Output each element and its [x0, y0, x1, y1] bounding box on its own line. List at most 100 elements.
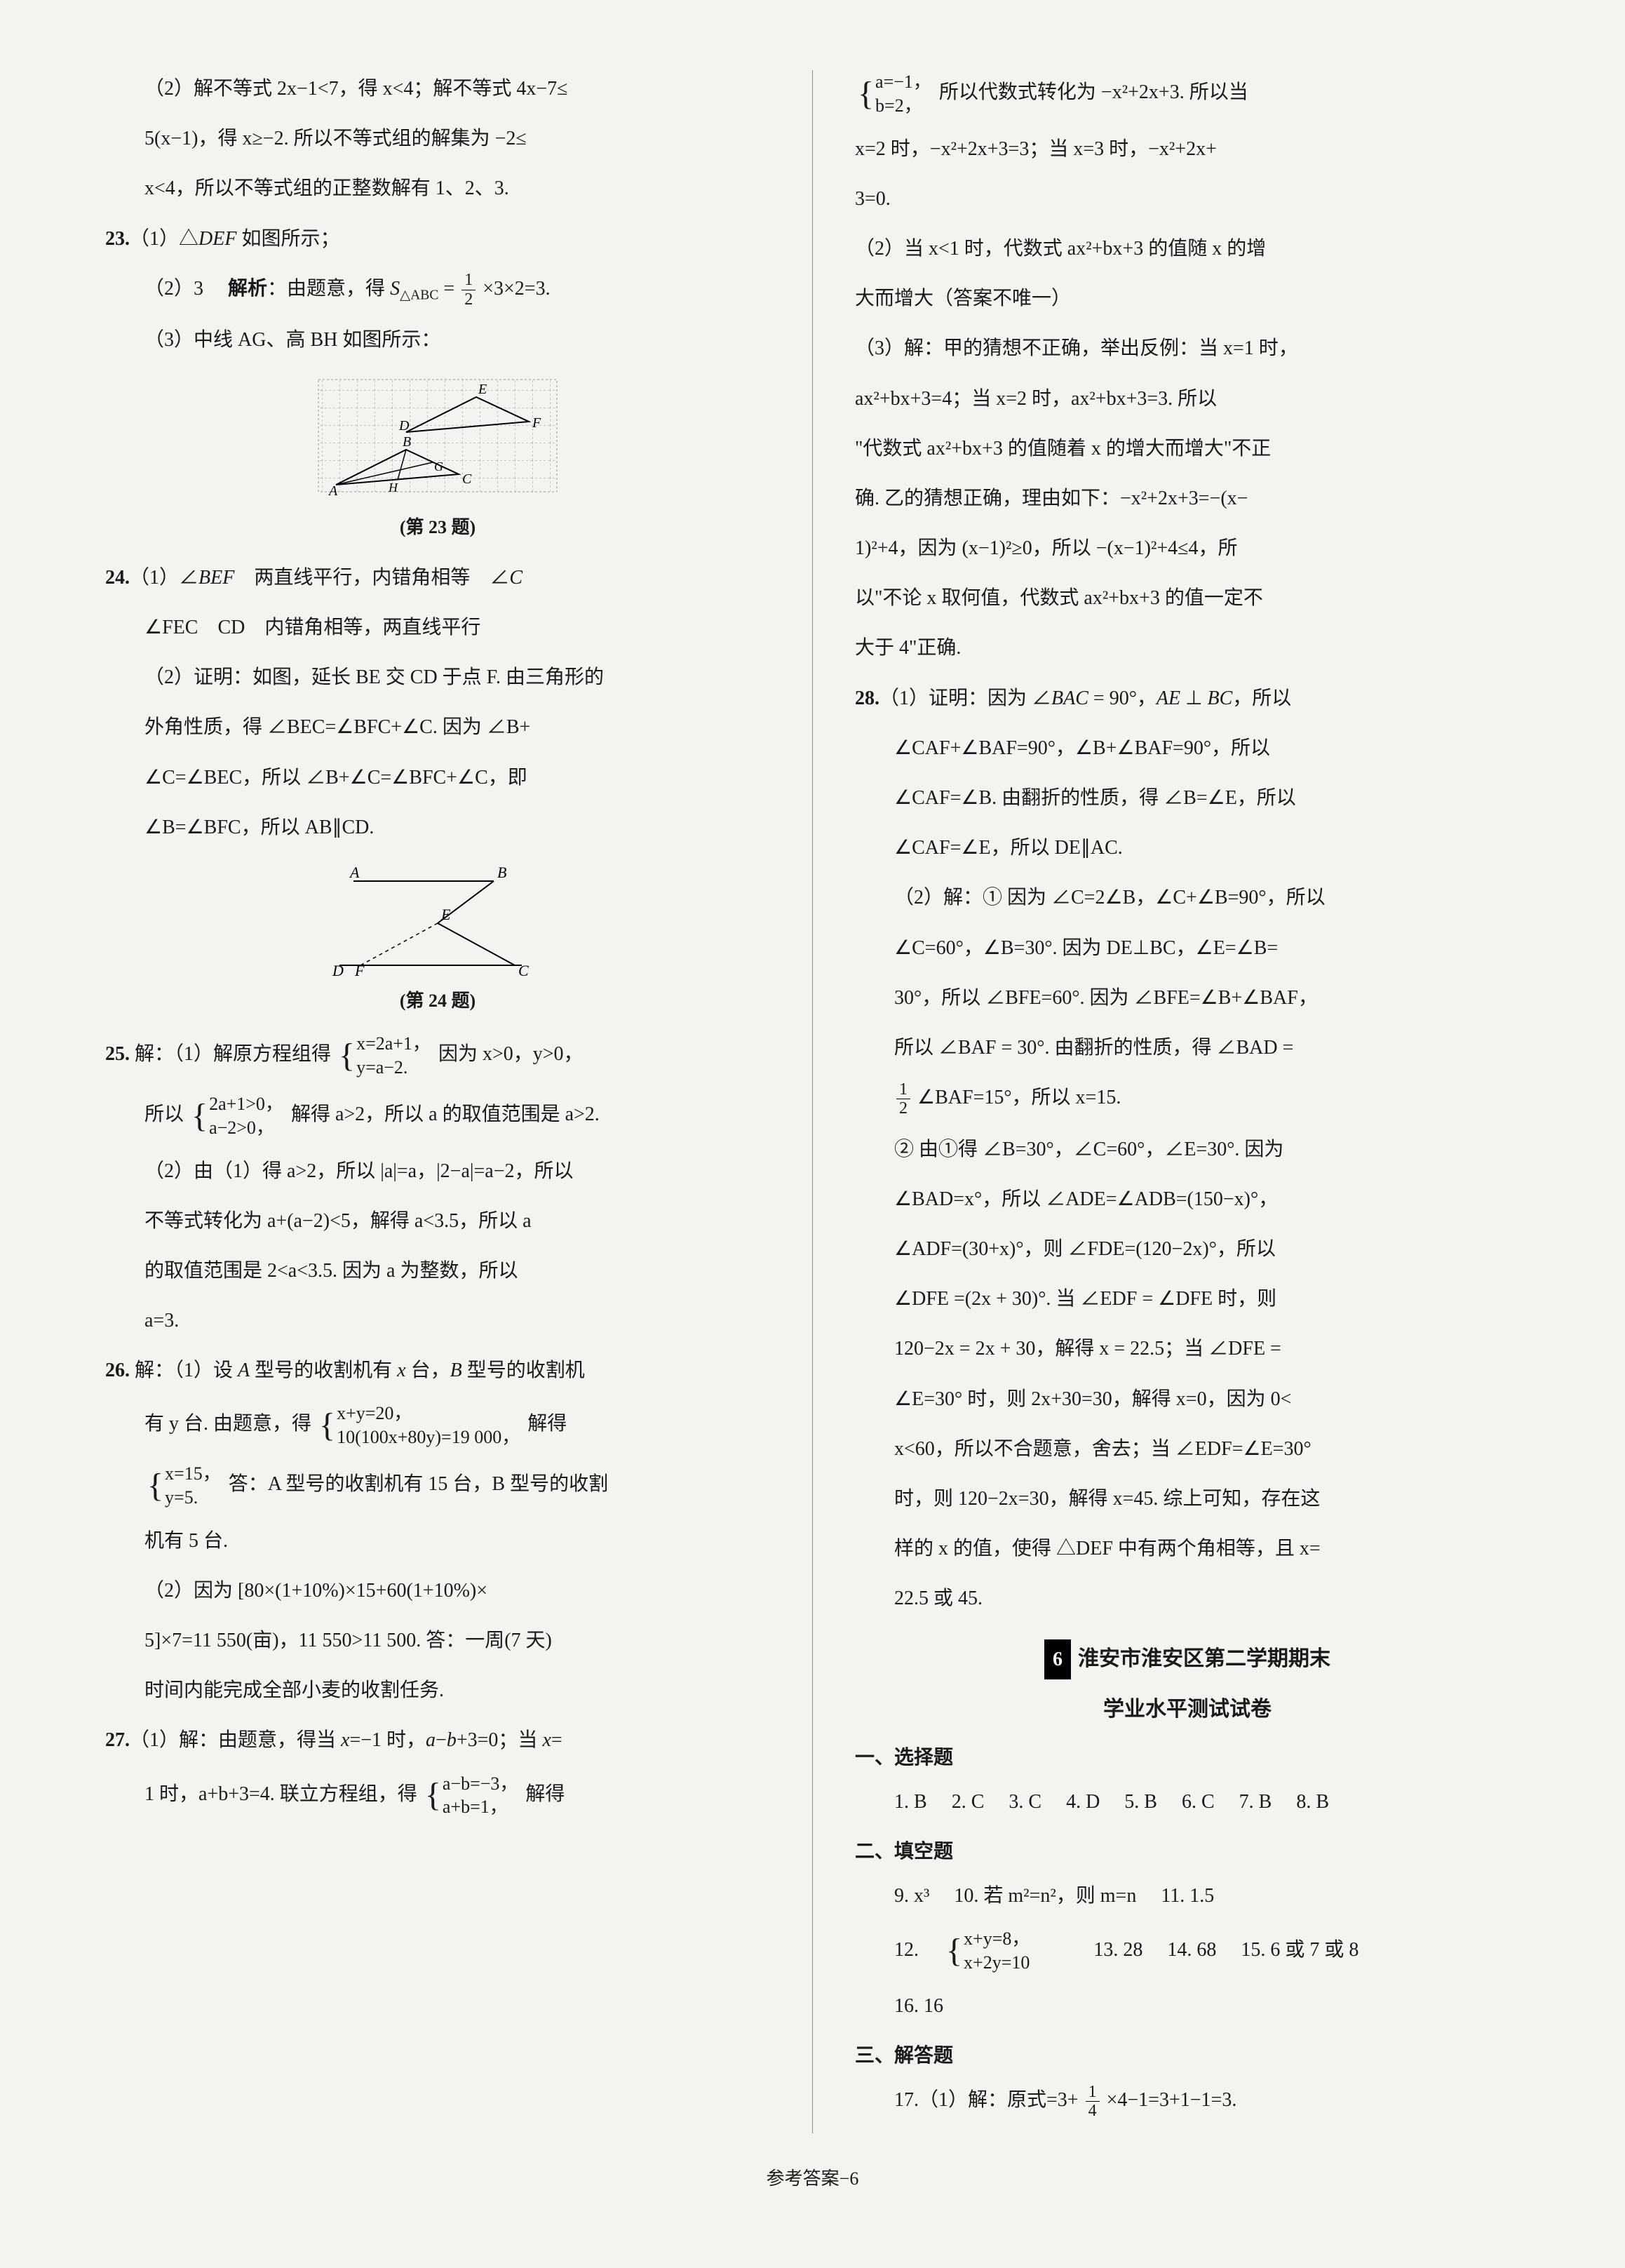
- eq-line: y=a−2.: [356, 1056, 431, 1080]
- fill-row1: 9. x³ 10. 若 m²=n²，则 m=n 11. 1.5: [855, 1877, 1520, 1914]
- text: （2）3: [144, 278, 203, 300]
- svg-text:A: A: [349, 864, 360, 881]
- text-line: x<4，所以不等式组的正整数解有 1、2、3.: [105, 170, 770, 207]
- q25-2a: （2）由（1）得 a>2，所以 |a|=a，|2−a|=a−2，所以: [105, 1153, 770, 1190]
- svg-text:B: B: [497, 864, 506, 881]
- text: 解得: [527, 1414, 567, 1435]
- r3: 3=0.: [855, 180, 1520, 217]
- q28-2b: ∠C=60°，∠B=30°. 因为 DE⊥BC，∠E=∠B=: [855, 930, 1520, 967]
- r5: 大而增大（答案不唯一）: [855, 280, 1520, 317]
- eq-line: x=15，: [165, 1462, 221, 1486]
- text: 解得: [525, 1783, 565, 1805]
- q25-2d: a=3.: [105, 1302, 770, 1339]
- r11: 以"不论 x 取何值，代数式 ax²+bx+3 的值一定不: [855, 579, 1520, 617]
- q28-3d: ∠DFE =(2x + 30)°. 当 ∠EDF = ∠DFE 时，则: [855, 1280, 1520, 1317]
- svg-text:B: B: [403, 434, 411, 450]
- ans: 6. C: [1182, 1791, 1215, 1813]
- text: ：由题意，得 S△ABC =: [267, 278, 459, 300]
- fraction: 14: [1086, 2083, 1100, 2121]
- q25-1: 25. 解：（1）解原方程组得 { x=2a+1，y=a−2. 因为 x>0，y…: [105, 1032, 770, 1080]
- ans: 7. B: [1239, 1791, 1272, 1813]
- text: ×3×2=3.: [483, 278, 550, 300]
- figure-23-caption: (第 23 题): [105, 510, 770, 544]
- ans: 3. C: [1009, 1791, 1041, 1813]
- figure-24: A B E D F C (第 24 题): [105, 860, 770, 1018]
- eq-line: a+b=1，: [443, 1795, 518, 1819]
- text: ∠BAF=15°，所以 x=15.: [917, 1087, 1121, 1108]
- q24-2a: （2）证明：如图，延长 BE 交 CD 于点 F. 由三角形的: [105, 659, 770, 696]
- text-line: （2）解不等式 2x−1<7，得 x<4；解不等式 4x−7≤: [105, 70, 770, 107]
- q28-2c: 30°，所以 ∠BFE=60°. 因为 ∠BFE=∠B+∠BAF，: [855, 979, 1520, 1016]
- section-number-box: 6: [1044, 1639, 1071, 1679]
- r7: ax²+bx+3=4；当 x=2 时，ax²+bx+3=3. 所以: [855, 380, 1520, 417]
- fraction: 12: [896, 1080, 910, 1118]
- r12: 大于 4"正确.: [855, 629, 1520, 666]
- q28-2e: 12 ∠BAF=15°，所以 x=15.: [855, 1079, 1520, 1118]
- q23-2: （2）3 解析：由题意，得 S△ABC = 12 ×3×2=3.: [105, 270, 770, 309]
- q28-3f: ∠E=30° 时，则 2x+30=30，解得 x=0，因为 0<: [855, 1381, 1520, 1418]
- figure-23-svg: A B C D E F G H: [304, 373, 571, 506]
- svg-text:H: H: [388, 481, 398, 495]
- ans: 8. B: [1296, 1791, 1329, 1813]
- fill-row2: 12. { x+y=8，x+2y=10 13. 28 14. 68 15. 6 …: [855, 1927, 1520, 1975]
- ans: 9. x³: [894, 1885, 929, 1907]
- q25-2c: 的取值范围是 2<a<3.5. 因为 a 为整数，所以: [105, 1252, 770, 1289]
- eq-line: x+2y=10: [964, 1951, 1030, 1975]
- ans: 14. 68: [1167, 1939, 1216, 1961]
- svg-text:F: F: [532, 415, 541, 431]
- ans: 1. B: [894, 1791, 927, 1813]
- svg-text:C: C: [462, 471, 472, 487]
- equation-system: { x=15，y=5.: [147, 1462, 221, 1510]
- figure-23: A B C D E F G H (第 23 题): [105, 373, 770, 544]
- eq-line: y=5.: [165, 1486, 221, 1510]
- text: 1 时，a+b+3=4. 联立方程组，得: [144, 1783, 417, 1805]
- column-divider: [812, 70, 813, 2133]
- q27-1a: 27.（1）解：由题意，得当 x=−1 时，a−b+3=0；当 x=: [105, 1722, 770, 1759]
- r1: { a=−1，b=2， 所以代数式转化为 −x²+2x+3. 所以当: [855, 70, 1520, 118]
- ans: 15. 6 或 7 或 8: [1241, 1939, 1358, 1961]
- text: 17.（1）解：原式=3+: [894, 2089, 1079, 2111]
- q28-1d: ∠CAF=∠E，所以 DE∥AC.: [855, 829, 1520, 866]
- eq-line: a−b=−3，: [443, 1772, 518, 1796]
- fill-row3: 16. 16: [855, 1987, 1520, 2025]
- eq-line: a=−1，: [875, 70, 931, 94]
- ans: 10. 若 m²=n²，则 m=n: [954, 1885, 1136, 1907]
- q28-3a: ② 由①得 ∠B=30°，∠C=60°，∠E=30°. 因为: [855, 1131, 1520, 1168]
- eq-line: a−2>0，: [209, 1116, 283, 1140]
- svg-text:D: D: [398, 418, 410, 434]
- q26-1i: 机有 5 台.: [105, 1522, 770, 1559]
- r10: 1)²+4，因为 (x−1)²≥0，所以 −(x−1)²+4≤4，所: [855, 530, 1520, 567]
- equation-system: { x+y=8，x+2y=10: [946, 1927, 1069, 1975]
- q28-3h: 时，则 120−2x=30，解得 x=45. 综上可知，存在这: [855, 1480, 1520, 1517]
- fraction: 12: [461, 271, 476, 309]
- ans: 5. B: [1124, 1791, 1157, 1813]
- r8: "代数式 ax²+bx+3 的值随着 x 的增大而增大"不正: [855, 430, 1520, 467]
- q25-1e: 所以 { 2a+1>0，a−2>0， 解得 a>2，所以 a 的取值范围是 a>…: [105, 1092, 770, 1140]
- q26-1f: { x=15，y=5. 答：A 型号的收割机有 15 台，B 型号的收割: [105, 1462, 770, 1510]
- equation-system: { x+y=20，10(100x+80y)=19 000，: [319, 1402, 520, 1449]
- page-footer: 参考答案−6: [105, 2161, 1520, 2196]
- r4: （2）当 x<1 时，代数式 ax²+bx+3 的值随 x 的增: [855, 230, 1520, 267]
- q24-2b: 外角性质，得 ∠BEC=∠BFC+∠C. 因为 ∠B+: [105, 709, 770, 746]
- r9: 确. 乙的猜想正确，理由如下：−x²+2x+3=−(x−: [855, 480, 1520, 517]
- r2: x=2 时，−x²+2x+3=3；当 x=3 时，−x²+2x+: [855, 130, 1520, 168]
- q28-3e: 120−2x = 2x + 30，解得 x = 22.5；当 ∠DFE =: [855, 1330, 1520, 1367]
- figure-24-svg: A B E D F C: [311, 860, 564, 979]
- q28-3j: 22.5 或 45.: [855, 1580, 1520, 1617]
- equation-system: { a=−1，b=2，: [858, 70, 931, 118]
- right-column: { a=−1，b=2， 所以代数式转化为 −x²+2x+3. 所以当 x=2 时…: [855, 70, 1520, 2133]
- section-6-title: 6淮安市淮安区第二学期期末: [855, 1639, 1520, 1679]
- text: 因为 x>0，y>0，: [438, 1044, 584, 1066]
- text: 所以代数式转化为 −x²+2x+3. 所以当: [939, 81, 1248, 103]
- svg-text:E: E: [440, 906, 451, 923]
- q24-1b: ∠FEC CD 内错角相等，两直线平行: [105, 609, 770, 646]
- label-analysis: 解析: [228, 278, 267, 300]
- choice-answers: 1. B 2. C 3. C 4. D 5. B 6. C 7. B 8. B: [855, 1783, 1520, 1820]
- q24-2d: ∠B=∠BFC，所以 AB∥CD.: [105, 809, 770, 846]
- q28-2a: （2）解：① 因为 ∠C=2∠B，∠C+∠B=90°，所以: [855, 879, 1520, 916]
- q26-2c: 时间内能完成全部小麦的收割任务.: [105, 1672, 770, 1709]
- equation-system: { x=2a+1，y=a−2.: [339, 1032, 431, 1080]
- eq-line: x+y=20，: [337, 1402, 520, 1425]
- svg-text:C: C: [518, 962, 529, 979]
- q28-3c: ∠ADF=(30+x)°，则 ∠FDE=(120−2x)°，所以: [855, 1230, 1520, 1268]
